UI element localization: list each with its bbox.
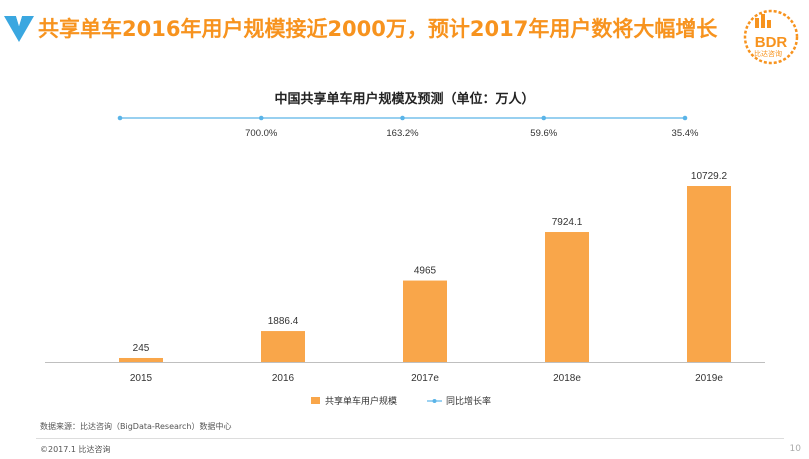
v-logo-icon <box>4 16 34 42</box>
footer-divider <box>36 438 784 439</box>
x-tick-label: 2017e <box>411 373 439 384</box>
brand-subtitle: 比达咨询 <box>754 50 782 58</box>
source-note: 数据来源：比达咨询（BigData-Research）数据中心 <box>40 422 232 431</box>
bar-value-label: 245 <box>133 343 150 354</box>
legend-label-line: 同比增长率 <box>446 395 491 406</box>
x-tick-label: 2015 <box>130 373 153 384</box>
growth-point <box>541 115 547 121</box>
brand-name: BDR <box>755 34 788 51</box>
x-tick-label: 2018e <box>553 373 581 384</box>
growth-label: 163.2% <box>386 128 419 139</box>
bar <box>687 186 731 362</box>
x-tick-label: 2019e <box>695 373 723 384</box>
bar <box>545 232 589 362</box>
legend-swatch-point <box>432 399 437 403</box>
copyright: ©2017.1 比达咨询 <box>40 445 111 454</box>
bar-value-label: 10729.2 <box>691 171 728 182</box>
bdr-logo-icon: BDR <box>743 9 799 65</box>
growth-label: 59.6% <box>530 128 557 139</box>
bar-value-label: 7924.1 <box>552 217 583 228</box>
legend-swatch-bars <box>311 397 320 404</box>
growth-point <box>117 115 123 121</box>
bar <box>403 280 447 362</box>
chart-title: 中国共享单车用户规模及预测（单位：万人） <box>274 92 535 107</box>
growth-label: 35.4% <box>672 128 699 139</box>
growth-point <box>258 115 264 121</box>
legend-label-bars: 共享单车用户规模 <box>325 395 397 406</box>
growth-point <box>682 115 688 121</box>
growth-point <box>400 115 405 121</box>
page-number: 10 <box>789 444 801 454</box>
x-tick-label: 2016 <box>272 373 295 384</box>
bar-value-label: 4965 <box>414 266 437 277</box>
headline: 共享单车2016年用户规模接近2000万，预计2017年用户数将大幅增长 <box>38 17 718 41</box>
growth-label: 700.0% <box>245 128 278 139</box>
bar <box>261 331 305 362</box>
bar-value-label: 1886.4 <box>268 316 299 327</box>
bar <box>119 357 163 362</box>
